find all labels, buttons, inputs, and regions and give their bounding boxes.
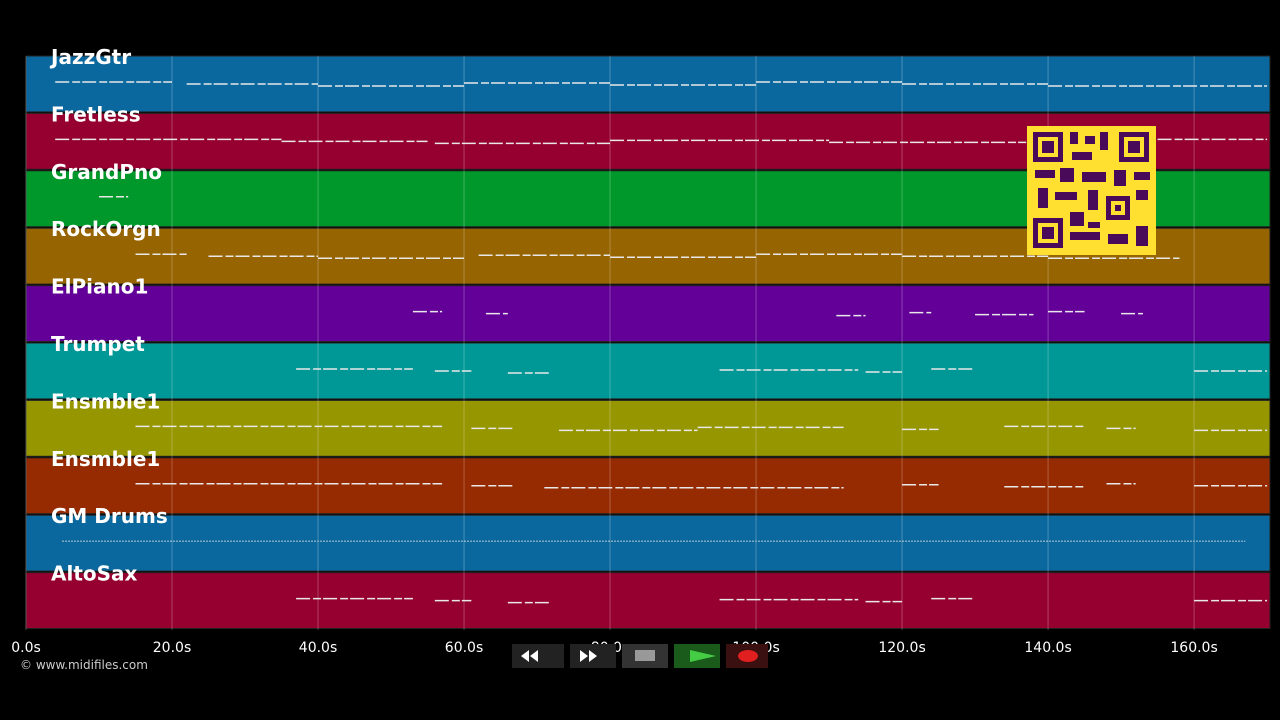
- track-name: GM Drums: [51, 504, 168, 528]
- notes: [55, 81, 1268, 604]
- x-tick-label: 160.0s: [1170, 640, 1217, 656]
- track-name: AltoSax: [51, 562, 138, 586]
- track-lane: [25, 399, 1271, 457]
- x-tick-label: 0.0s: [11, 640, 41, 656]
- x-tick-label: 140.0s: [1024, 640, 1071, 656]
- track-name: Trumpet: [51, 332, 145, 356]
- x-tick-label: 40.0s: [299, 640, 337, 656]
- track-name: Fretless: [51, 102, 141, 126]
- record-icon: [738, 650, 758, 662]
- track-lane: [25, 572, 1271, 629]
- x-tick-label: 20.0s: [153, 640, 191, 656]
- track-name: ElPiano1: [51, 275, 148, 299]
- play-icon: [690, 650, 716, 662]
- track-name: JazzGtr: [49, 45, 131, 69]
- track-lane: [25, 285, 1271, 343]
- track-lane: [25, 55, 1271, 113]
- track-name: GrandPno: [51, 160, 162, 184]
- stop-icon: [635, 650, 655, 661]
- track-name: Ensmble1: [51, 447, 160, 471]
- x-tick-label: 60.0s: [445, 640, 483, 656]
- track-lane: [25, 342, 1271, 400]
- transport-controls: [512, 644, 768, 668]
- x-tick-label: 120.0s: [878, 640, 925, 656]
- footer-credit: © www.midifiles.com: [20, 658, 148, 672]
- qr-code: [1027, 126, 1156, 255]
- track-lane: [25, 514, 1271, 572]
- fast-forward-icon: [580, 650, 597, 662]
- track-lane: [25, 457, 1271, 515]
- rewind-icon: [521, 650, 538, 662]
- track-name: RockOrgn: [51, 217, 161, 241]
- track-name: Ensmble1: [51, 389, 160, 413]
